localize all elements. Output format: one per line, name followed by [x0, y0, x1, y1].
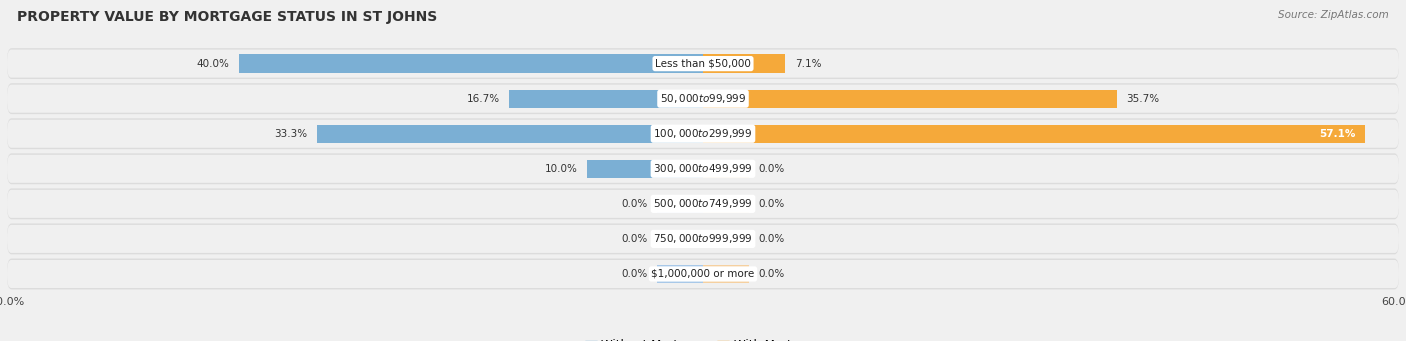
Text: 0.0%: 0.0% [759, 199, 785, 209]
Text: 0.0%: 0.0% [759, 234, 785, 244]
Text: 10.0%: 10.0% [546, 164, 578, 174]
Text: 33.3%: 33.3% [274, 129, 308, 139]
Bar [703, 160, 749, 178]
Text: 40.0%: 40.0% [197, 59, 229, 69]
Legend: Without Mortgage, With Mortgage: Without Mortgage, With Mortgage [581, 335, 825, 341]
Text: $100,000 to $299,999: $100,000 to $299,999 [654, 127, 752, 140]
FancyBboxPatch shape [7, 49, 1399, 78]
Bar [703, 55, 786, 73]
Text: $50,000 to $99,999: $50,000 to $99,999 [659, 92, 747, 105]
Bar [703, 90, 1118, 108]
Text: 35.7%: 35.7% [1126, 94, 1160, 104]
Bar [239, 55, 703, 73]
Bar [509, 90, 703, 108]
Text: 0.0%: 0.0% [759, 269, 785, 279]
Text: Less than $50,000: Less than $50,000 [655, 59, 751, 69]
Text: 57.1%: 57.1% [1320, 129, 1355, 139]
Text: 0.0%: 0.0% [621, 269, 647, 279]
FancyBboxPatch shape [7, 225, 1399, 253]
FancyBboxPatch shape [7, 155, 1399, 183]
FancyBboxPatch shape [7, 83, 1399, 114]
Bar [657, 230, 703, 248]
Bar [657, 90, 703, 108]
Bar [703, 124, 1365, 143]
FancyBboxPatch shape [7, 260, 1399, 288]
Bar [657, 195, 703, 213]
Text: 7.1%: 7.1% [794, 59, 821, 69]
Text: $500,000 to $749,999: $500,000 to $749,999 [654, 197, 752, 210]
FancyBboxPatch shape [7, 223, 1399, 254]
Text: 16.7%: 16.7% [467, 94, 501, 104]
Text: $1,000,000 or more: $1,000,000 or more [651, 269, 755, 279]
Bar [657, 124, 703, 143]
FancyBboxPatch shape [7, 118, 1399, 149]
Text: 0.0%: 0.0% [621, 199, 647, 209]
Bar [703, 124, 749, 143]
Text: PROPERTY VALUE BY MORTGAGE STATUS IN ST JOHNS: PROPERTY VALUE BY MORTGAGE STATUS IN ST … [17, 10, 437, 24]
FancyBboxPatch shape [7, 190, 1399, 218]
Bar [703, 230, 749, 248]
FancyBboxPatch shape [7, 189, 1399, 219]
FancyBboxPatch shape [7, 258, 1399, 290]
Bar [657, 55, 703, 73]
Bar [657, 265, 703, 283]
Text: $750,000 to $999,999: $750,000 to $999,999 [654, 233, 752, 246]
Text: 0.0%: 0.0% [621, 234, 647, 244]
FancyBboxPatch shape [7, 48, 1399, 79]
Text: Source: ZipAtlas.com: Source: ZipAtlas.com [1278, 10, 1389, 20]
Bar [588, 160, 703, 178]
Bar [703, 90, 749, 108]
FancyBboxPatch shape [7, 153, 1399, 184]
FancyBboxPatch shape [7, 85, 1399, 113]
FancyBboxPatch shape [7, 120, 1399, 148]
Text: $300,000 to $499,999: $300,000 to $499,999 [654, 162, 752, 175]
Bar [657, 160, 703, 178]
Bar [316, 124, 703, 143]
Bar [703, 55, 749, 73]
Text: 0.0%: 0.0% [759, 164, 785, 174]
Bar [703, 265, 749, 283]
Bar [703, 195, 749, 213]
